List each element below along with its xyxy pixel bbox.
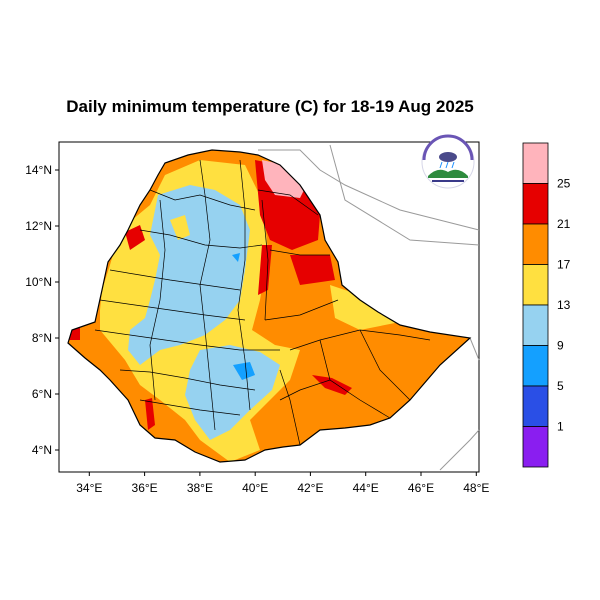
x-tick-label: 38°E [187, 481, 213, 495]
colorbar: 25 21 17 13 9 5 1 [522, 142, 571, 468]
colorbar-swatch [522, 264, 549, 306]
colorbar-label: 21 [557, 217, 571, 231]
colorbar-swatch [522, 304, 549, 346]
y-axis: 14°N 12°N 10°N 8°N 6°N 4°N [25, 163, 59, 457]
x-tick-label: 44°E [353, 481, 379, 495]
y-tick-label: 6°N [32, 387, 52, 401]
x-tick-label: 36°E [132, 481, 158, 495]
colorbar-swatch [522, 385, 549, 427]
y-tick-label: 10°N [25, 275, 52, 289]
x-tick-label: 34°E [76, 481, 102, 495]
x-axis: 34°E 36°E 38°E 40°E 42°E 44°E 46°E 48°E [76, 472, 489, 495]
colorbar-label: 5 [557, 379, 564, 393]
x-tick-label: 40°E [242, 481, 268, 495]
x-tick-label: 46°E [408, 481, 434, 495]
colorbar-swatch [522, 223, 549, 265]
colorbar-swatch [522, 142, 549, 184]
colorbar-label: 17 [557, 258, 571, 272]
colorbar-label: 13 [557, 298, 571, 312]
neighbour-boundaries [258, 144, 480, 471]
y-tick-label: 12°N [25, 219, 52, 233]
colorbar-label: 1 [557, 420, 564, 434]
ethiopia-outline [67, 149, 472, 463]
x-tick-label: 48°E [463, 481, 489, 495]
colorbar-swatch [522, 426, 549, 468]
admin-boundaries [94, 159, 431, 446]
y-tick-label: 8°N [32, 331, 52, 345]
y-tick-label: 14°N [25, 163, 52, 177]
colorbar-label: 9 [557, 339, 564, 353]
colorbar-label: 25 [557, 177, 571, 191]
y-tick-label: 4°N [32, 443, 52, 457]
ethiopian-meteorology-institute-logo [421, 134, 475, 189]
colorbar-swatch [522, 345, 549, 387]
x-tick-label: 42°E [297, 481, 323, 495]
map-title: Daily minimum temperature (C) for 18-19 … [66, 97, 474, 116]
colorbar-swatch [522, 183, 549, 225]
